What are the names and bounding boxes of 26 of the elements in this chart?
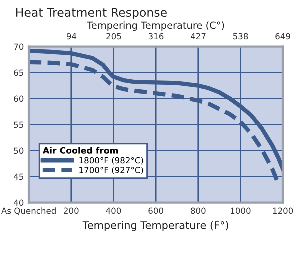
y-tick-label: 45 xyxy=(14,174,24,180)
legend-label: 1700°F (927°C) xyxy=(80,166,144,174)
y-tick-label: 65 xyxy=(14,70,24,76)
x2-tick-label: 205 xyxy=(106,33,122,40)
y-tick-label: 55 xyxy=(14,122,24,128)
x-tick-label: As Quenched xyxy=(2,208,56,216)
x2-tick-label: 538 xyxy=(233,33,248,40)
x-tick-label: 400 xyxy=(106,208,122,214)
y-tick-label: 70 xyxy=(14,44,24,50)
x-tick-label: 1200 xyxy=(273,208,294,214)
x2-axis-title: Tempering Temperature (C°) xyxy=(87,22,224,32)
legend-label: 1800°F (982°C) xyxy=(80,157,144,165)
y-tick-label: 40 xyxy=(14,200,24,206)
x2-tick-label: 427 xyxy=(190,33,206,40)
x2-tick-label: 316 xyxy=(148,33,164,40)
x2-tick-label: 94 xyxy=(66,33,77,40)
x-tick-label: 600 xyxy=(148,208,164,214)
x-axis-title: Tempering Temperature (F°) xyxy=(82,221,228,232)
x-tick-label: 200 xyxy=(64,208,79,214)
legend-title: Air Cooled from xyxy=(42,147,118,154)
x-tick-label: 1000 xyxy=(231,208,251,214)
chart-title: Heat Treatment Response xyxy=(16,8,167,20)
y-tick-label: 50 xyxy=(14,148,24,154)
x2-tick-label: 649 xyxy=(276,33,290,40)
x-tick-label: 800 xyxy=(191,208,206,214)
y-tick-label: 60 xyxy=(14,96,24,102)
